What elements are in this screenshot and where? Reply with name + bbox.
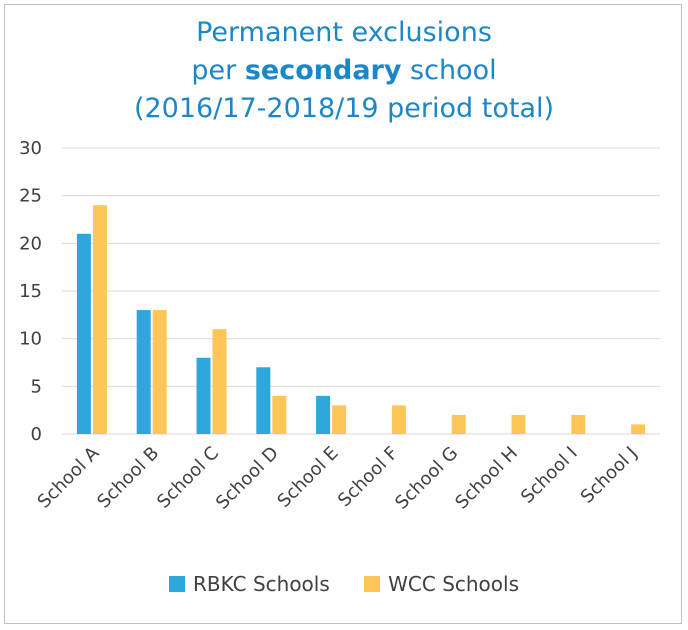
y-tick-label: 15 <box>19 281 42 302</box>
bar <box>92 205 107 434</box>
x-tick-label: School C <box>153 443 223 513</box>
bar <box>196 357 211 434</box>
y-tick-label: 0 <box>31 424 42 445</box>
bar <box>136 310 151 434</box>
x-tick-label: School D <box>212 443 283 514</box>
title-line-3: (2016/17-2018/19 period total) <box>133 93 555 124</box>
chart-frame <box>4 4 682 624</box>
bar <box>212 329 227 434</box>
x-tick-label: School H <box>451 443 522 514</box>
x-tick-label: School B <box>93 443 163 513</box>
x-tick-label: School J <box>577 443 642 508</box>
legend-item-wcc: WCC Schools <box>364 572 519 596</box>
legend-swatch-wcc <box>364 576 381 592</box>
bar <box>571 414 586 434</box>
legend-label-rbkc: RBKC Schools <box>192 572 330 596</box>
legend-item-rbkc: RBKC Schools <box>168 572 330 596</box>
title-word-per: per <box>191 55 237 86</box>
legend-swatch-rbkc <box>168 576 185 592</box>
x-tick-label: School E <box>273 443 342 512</box>
bar <box>272 395 287 434</box>
legend-label-wcc: WCC Schools <box>388 572 520 596</box>
bar <box>316 395 331 434</box>
y-tick-label: 5 <box>31 376 42 397</box>
bar <box>631 424 646 434</box>
legend: RBKC Schools WCC Schools <box>0 572 688 597</box>
y-tick-label: 25 <box>19 186 42 207</box>
y-tick-label: 10 <box>19 329 42 350</box>
title-word-secondary: secondary <box>244 55 402 86</box>
x-tick-label: School I <box>517 443 582 508</box>
bar <box>391 405 406 434</box>
bar <box>76 233 91 434</box>
chart-title: Permanent exclusions per secondary schoo… <box>0 14 688 128</box>
bar <box>332 405 347 434</box>
title-line-1: Permanent exclusions <box>196 17 492 48</box>
x-tick-label: School A <box>34 442 104 512</box>
bar <box>256 367 271 434</box>
title-word-school: school <box>410 55 497 86</box>
y-tick-label: 20 <box>19 233 42 254</box>
y-tick-label: 30 <box>19 138 42 159</box>
bar <box>451 414 466 434</box>
title-line-2: per secondary school <box>0 52 688 90</box>
bar <box>152 310 167 434</box>
x-tick-label: School G <box>391 443 462 514</box>
bar <box>511 414 526 434</box>
